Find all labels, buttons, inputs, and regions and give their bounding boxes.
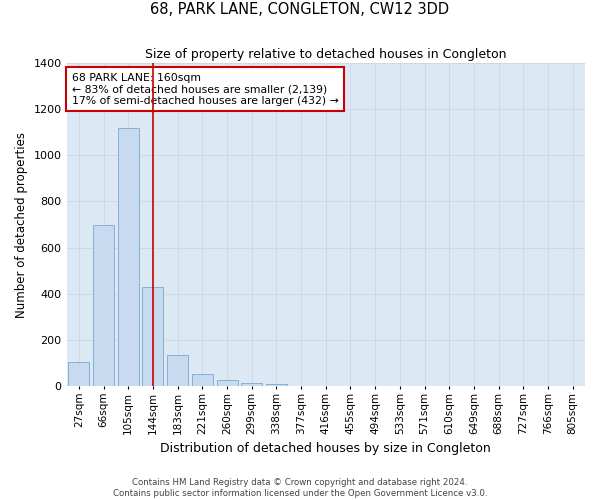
Bar bbox=[167, 355, 188, 386]
Bar bbox=[241, 382, 262, 386]
Text: 68, PARK LANE, CONGLETON, CW12 3DD: 68, PARK LANE, CONGLETON, CW12 3DD bbox=[151, 2, 449, 18]
Bar bbox=[266, 384, 287, 386]
Bar bbox=[68, 362, 89, 386]
Text: 68 PARK LANE: 160sqm
← 83% of detached houses are smaller (2,139)
17% of semi-de: 68 PARK LANE: 160sqm ← 83% of detached h… bbox=[72, 72, 338, 106]
Bar bbox=[118, 128, 139, 386]
Y-axis label: Number of detached properties: Number of detached properties bbox=[15, 132, 28, 318]
Text: Contains HM Land Registry data © Crown copyright and database right 2024.
Contai: Contains HM Land Registry data © Crown c… bbox=[113, 478, 487, 498]
X-axis label: Distribution of detached houses by size in Congleton: Distribution of detached houses by size … bbox=[160, 442, 491, 455]
Bar bbox=[192, 374, 213, 386]
Bar bbox=[217, 380, 238, 386]
Title: Size of property relative to detached houses in Congleton: Size of property relative to detached ho… bbox=[145, 48, 506, 60]
Bar bbox=[142, 287, 163, 386]
Bar bbox=[93, 224, 114, 386]
